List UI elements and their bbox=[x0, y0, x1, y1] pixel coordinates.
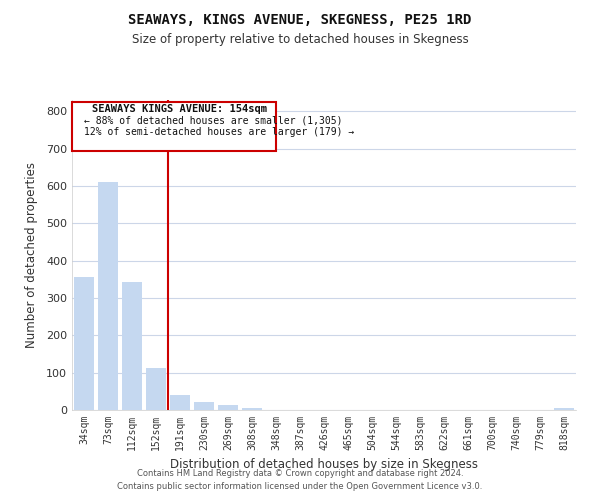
X-axis label: Distribution of detached houses by size in Skegness: Distribution of detached houses by size … bbox=[170, 458, 478, 471]
Y-axis label: Number of detached properties: Number of detached properties bbox=[25, 162, 38, 348]
Bar bbox=[98, 182, 118, 410]
Bar bbox=[74, 278, 94, 410]
Text: Contains public sector information licensed under the Open Government Licence v3: Contains public sector information licen… bbox=[118, 482, 482, 491]
Text: SEAWAYS KINGS AVENUE: 154sqm: SEAWAYS KINGS AVENUE: 154sqm bbox=[92, 104, 268, 115]
Bar bbox=[242, 408, 262, 410]
Text: Size of property relative to detached houses in Skegness: Size of property relative to detached ho… bbox=[131, 32, 469, 46]
Bar bbox=[194, 402, 214, 410]
Bar bbox=[554, 408, 574, 410]
Bar bbox=[170, 395, 190, 410]
Bar bbox=[146, 368, 166, 410]
Bar bbox=[122, 282, 142, 410]
Text: SEAWAYS, KINGS AVENUE, SKEGNESS, PE25 1RD: SEAWAYS, KINGS AVENUE, SKEGNESS, PE25 1R… bbox=[128, 12, 472, 26]
Text: 12% of semi-detached houses are larger (179) →: 12% of semi-detached houses are larger (… bbox=[84, 127, 354, 137]
FancyBboxPatch shape bbox=[73, 102, 277, 151]
Text: ← 88% of detached houses are smaller (1,305): ← 88% of detached houses are smaller (1,… bbox=[84, 116, 343, 126]
Text: Contains HM Land Registry data © Crown copyright and database right 2024.: Contains HM Land Registry data © Crown c… bbox=[137, 468, 463, 477]
Bar bbox=[218, 405, 238, 410]
